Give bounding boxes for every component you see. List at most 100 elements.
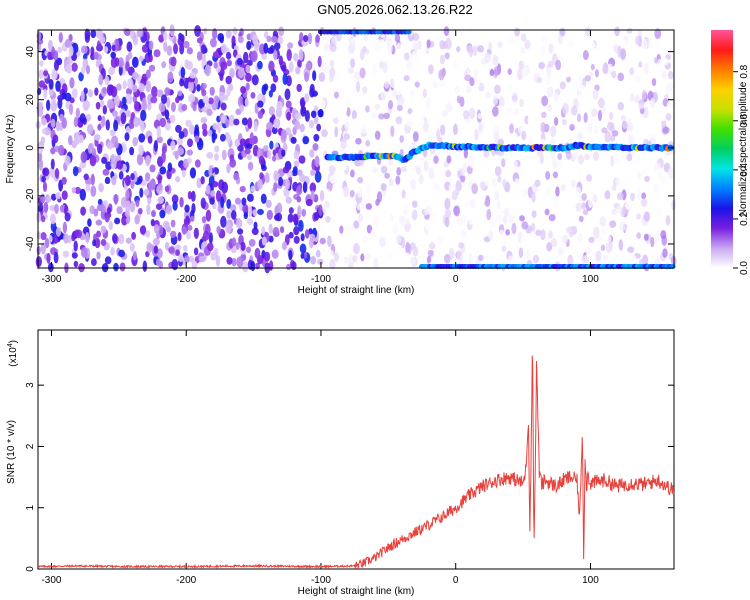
- spectrogram-noise-cell: [84, 231, 90, 244]
- spectrogram-noise-cell: [334, 252, 339, 262]
- spectrogram-noise-cell: [636, 213, 641, 220]
- spectrogram-noise-cell: [221, 181, 229, 194]
- spectrogram-noise-cell: [215, 190, 222, 202]
- spectrogram-noise-cell: [521, 221, 529, 230]
- spectrogram-noise-cell: [635, 35, 641, 46]
- spectrogram-noise-cell: [250, 260, 256, 272]
- spectrogram-noise-cell: [309, 120, 315, 129]
- spectrogram-noise-cell: [188, 80, 194, 93]
- spectrogram-noise-cell: [390, 79, 397, 88]
- spectrogram-noise-cell: [588, 236, 595, 243]
- spectrogram-noise-cell: [268, 106, 275, 116]
- spectrogram-noise-cell: [467, 98, 472, 109]
- spectrogram-noise-cell: [64, 92, 72, 102]
- spectrogram-noise-cell: [471, 183, 478, 195]
- spectrogram-noise-cell: [253, 40, 260, 52]
- spectrogram-noise-cell: [206, 242, 214, 252]
- spectrogram-noise-cell: [345, 224, 353, 237]
- spectrogram-noise-cell: [567, 257, 574, 265]
- spectrogram-noise-cell: [40, 242, 47, 255]
- spectrogram-noise-cell: [443, 253, 451, 264]
- spectrogram-noise-cell: [286, 111, 292, 121]
- spectrogram-noise-cell: [658, 158, 663, 166]
- spectrogram-noise-cell: [390, 125, 395, 138]
- spectrogram-noise-cell: [439, 39, 446, 50]
- spectrogram-noise-cell: [427, 249, 434, 257]
- spectrogram-noise-cell: [272, 30, 278, 37]
- spectrogram-noise-cell: [650, 133, 657, 146]
- spectrogram-noise-cell: [71, 62, 78, 72]
- spectrogram-noise-cell: [63, 233, 69, 244]
- spectrogram-noise-cell: [247, 59, 253, 66]
- spectrogram-noise-cell: [570, 179, 576, 189]
- spectrogram-noise-cell: [547, 60, 554, 69]
- spectrogram-noise-cell: [95, 101, 101, 110]
- spectrogram-noise-cell: [240, 241, 246, 252]
- spectrogram-noise-cell: [138, 55, 144, 62]
- spectrogram-noise-cell: [75, 107, 80, 118]
- spectrogram-noise-cell: [313, 211, 320, 221]
- spectrogram-noise-cell: [172, 201, 178, 211]
- spectrogram-noise-cell: [324, 209, 332, 217]
- spectrogram-noise-cell: [100, 225, 107, 234]
- spectrogram-noise-cell: [456, 162, 462, 172]
- spectrogram-noise-cell: [273, 170, 279, 182]
- spectrogram-noise-cell: [555, 186, 560, 197]
- spectrogram-noise-cell: [140, 109, 147, 122]
- spectrogram-noise-cell: [636, 171, 642, 180]
- spectrogram-noise-cell: [372, 63, 377, 76]
- spectrogram-noise-cell: [110, 158, 117, 170]
- spectrogram-noise-cell: [104, 213, 110, 223]
- spectrogram-noise-cell: [177, 147, 185, 156]
- spectrogram-noise-cell: [352, 255, 358, 263]
- spectrogram-noise-cell: [299, 32, 304, 44]
- spectrogram-noise-cell: [96, 230, 102, 238]
- spectrogram-noise-cell: [489, 68, 495, 77]
- spectrogram-noise-cell: [236, 256, 244, 268]
- spectrogram-noise-cell: [87, 143, 94, 154]
- spectrogram-noise-cell: [194, 159, 201, 168]
- spectrogram-noise-cell: [223, 94, 229, 101]
- spectrogram-noise-cell: [147, 197, 152, 205]
- spectrogram-noise-cell: [124, 200, 132, 212]
- spectrogram-noise-cell: [161, 145, 167, 154]
- spectrogram-noise-cell: [167, 71, 174, 84]
- spectrogram-noise-cell: [47, 262, 54, 273]
- spectrogram-noise-cell: [276, 202, 283, 214]
- spectrogram-noise-cell: [131, 231, 137, 240]
- spectrogram-noise-cell: [634, 75, 642, 84]
- spectrogram-noise-cell: [268, 235, 274, 243]
- spectrogram-noise-cell: [474, 128, 479, 141]
- spectrogram-noise-cell: [502, 179, 507, 188]
- spectrogram-noise-cell: [53, 59, 60, 71]
- spectrogram-noise-cell: [638, 61, 643, 68]
- spectrogram-noise-cell: [313, 115, 319, 125]
- spectrogram-noise-cell: [620, 206, 626, 218]
- spectrogram-noise-cell: [78, 134, 84, 144]
- spectrogram-noise-cell: [80, 206, 86, 216]
- spectrogram-noise-cell: [285, 100, 292, 109]
- spectrogram-y-tick-label: 0: [25, 145, 36, 151]
- spectrogram-noise-cell: [234, 197, 241, 205]
- spectrogram-noise-cell: [597, 97, 605, 109]
- spectrogram-noise-cell: [303, 35, 309, 42]
- spectrogram-noise-cell: [468, 218, 474, 225]
- spectrogram-noise-cell: [281, 241, 288, 251]
- spectrogram-noise-cell: [609, 111, 614, 121]
- spectrogram-noise-cell: [230, 204, 237, 212]
- spectrogram-noise-cell: [550, 238, 558, 247]
- spectrogram-noise-cell: [80, 151, 88, 164]
- spectrogram-noise-cell: [410, 89, 416, 98]
- spectrogram-noise-cell: [582, 50, 589, 61]
- spectrogram-noise-cell: [166, 97, 171, 108]
- spectrogram-noise-cell: [206, 151, 214, 159]
- spectrogram-noise-cell: [299, 97, 306, 108]
- spectrogram-noise-cell: [190, 190, 196, 202]
- spectrogram-noise-cell: [287, 42, 294, 49]
- spectrogram-noise-cell: [445, 169, 452, 178]
- spectrogram-noise-cell: [296, 196, 302, 203]
- spectrogram-noise-cell: [196, 84, 201, 92]
- spectrogram-noise-cell: [298, 219, 304, 232]
- spectrogram-noise-cell: [98, 182, 104, 193]
- spectrogram-noise-cell: [456, 249, 463, 262]
